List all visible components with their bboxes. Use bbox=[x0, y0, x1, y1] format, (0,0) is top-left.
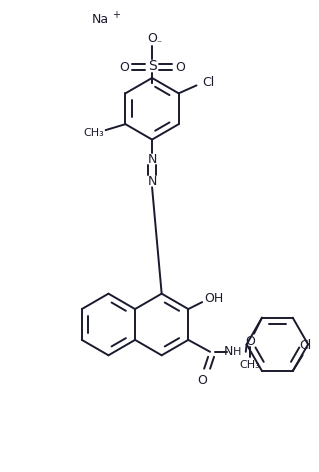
Text: +: + bbox=[112, 10, 120, 20]
Text: S: S bbox=[148, 59, 156, 73]
Text: CH₃: CH₃ bbox=[83, 128, 104, 138]
Text: O: O bbox=[147, 32, 157, 45]
Text: Cl: Cl bbox=[202, 76, 215, 89]
Text: O: O bbox=[119, 60, 129, 74]
Text: OH: OH bbox=[204, 292, 224, 304]
Text: ⁻: ⁻ bbox=[156, 39, 161, 49]
Text: Na: Na bbox=[92, 13, 109, 26]
Text: O: O bbox=[175, 60, 185, 74]
Text: N: N bbox=[147, 175, 157, 188]
Text: H: H bbox=[233, 347, 241, 357]
Text: O: O bbox=[245, 335, 255, 348]
Text: O: O bbox=[197, 374, 207, 387]
Text: Cl: Cl bbox=[300, 339, 312, 352]
Text: CH₃: CH₃ bbox=[240, 361, 261, 371]
Text: N: N bbox=[147, 153, 157, 166]
Text: N: N bbox=[224, 346, 234, 358]
